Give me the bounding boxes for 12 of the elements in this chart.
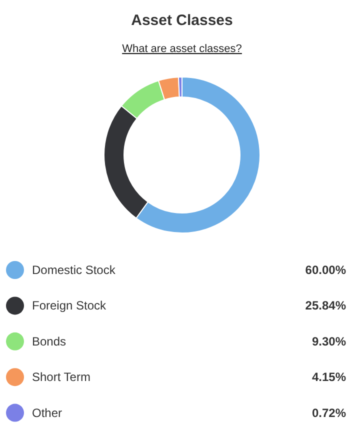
data-label: 9.30%	[312, 334, 346, 348]
legend-label: Bonds	[32, 334, 66, 348]
legend-label: Foreign Stock	[32, 298, 108, 313]
data-label: 25.84%	[305, 298, 346, 313]
data-label: 60.00%	[305, 263, 346, 277]
data-label: 0.72%	[312, 406, 346, 420]
legend-label: Domestic Stock	[32, 263, 116, 277]
legend-label: Short Term	[32, 370, 90, 384]
legend-label: Other	[32, 406, 62, 420]
chart-title: Asset Classes	[131, 12, 233, 29]
data-label: 4.15%	[312, 370, 346, 384]
chart-subtitle: What are asset classes?	[122, 43, 242, 55]
